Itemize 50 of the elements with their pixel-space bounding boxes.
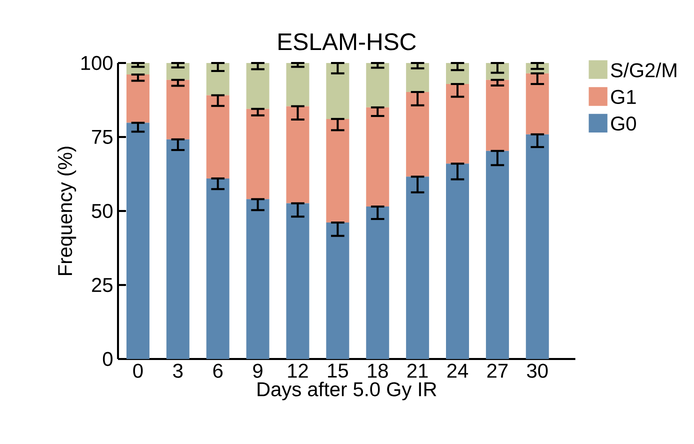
bar <box>286 106 310 204</box>
bar <box>286 203 310 359</box>
bar <box>246 63 270 109</box>
bar <box>206 63 230 96</box>
y-tick-label: 50 <box>92 204 112 218</box>
bar <box>326 63 350 119</box>
bar <box>206 95 230 178</box>
y-tick-label: 0 <box>102 352 112 366</box>
x-tick-label: 15 <box>328 364 348 378</box>
x-tick-label: 18 <box>368 364 388 378</box>
bar <box>246 108 270 200</box>
y-tick-label: 100 <box>81 56 112 70</box>
bar <box>166 80 190 140</box>
x-tick-label: 3 <box>173 364 183 378</box>
bar <box>406 92 430 177</box>
bar <box>366 107 390 207</box>
bar <box>366 206 390 359</box>
bar <box>446 164 470 359</box>
bar <box>126 74 150 123</box>
legend-label: S/G2/M <box>610 62 676 78</box>
bar <box>206 178 230 359</box>
y-tick-label: 75 <box>92 130 112 144</box>
y-tick-label: 25 <box>92 278 112 292</box>
bar <box>366 63 390 108</box>
x-tick-label: 24 <box>447 364 468 378</box>
bar <box>166 139 190 359</box>
x-tick-label: 9 <box>253 364 262 378</box>
bar <box>406 176 430 359</box>
x-tick-label: 30 <box>527 364 548 378</box>
x-tick-label: 0 <box>133 364 143 378</box>
bar <box>406 63 430 92</box>
x-axis-title: Days after 5.0 Gy IR <box>258 382 436 400</box>
y-axis-title: Frequency (%) <box>57 146 76 275</box>
x-tick-label: 27 <box>487 364 508 378</box>
bar <box>286 63 310 106</box>
bar <box>526 134 549 359</box>
bar <box>446 84 470 164</box>
bar <box>126 122 150 359</box>
x-tick-label: 21 <box>407 364 428 378</box>
legend-label: G0 <box>611 116 636 131</box>
bar <box>246 199 270 359</box>
x-tick-label: 12 <box>288 364 308 378</box>
bar <box>486 150 509 359</box>
bar <box>526 73 549 134</box>
chart-title: ESLAM-HSC <box>278 33 416 50</box>
bar <box>326 222 350 359</box>
bar <box>486 80 509 151</box>
bar <box>326 118 350 223</box>
legend-label: G1 <box>611 90 636 104</box>
x-tick-label: 6 <box>213 364 223 378</box>
